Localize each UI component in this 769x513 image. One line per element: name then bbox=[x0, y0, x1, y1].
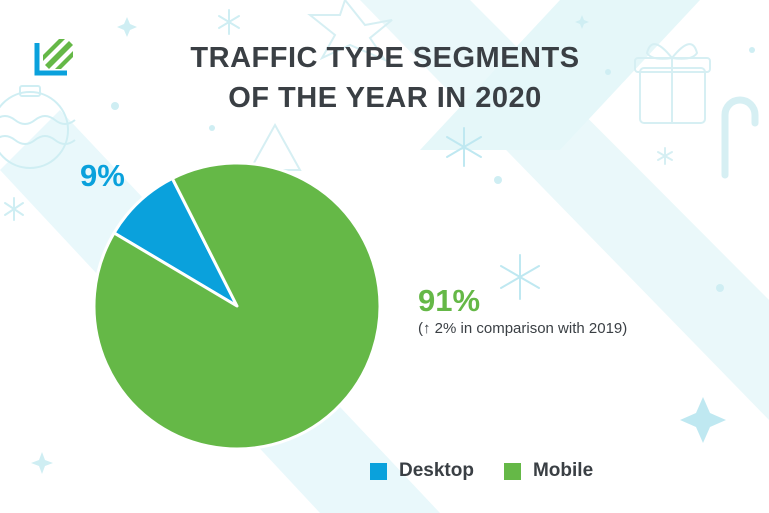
pie-slice-mobile bbox=[92, 161, 382, 451]
brand-logo bbox=[34, 39, 73, 76]
snowflake-icon bbox=[657, 147, 673, 165]
snowflake-icon bbox=[446, 127, 482, 167]
snowflake-icon bbox=[500, 254, 540, 300]
legend-label-mobile: Mobile bbox=[532, 460, 594, 481]
sparkle-icon bbox=[117, 17, 137, 37]
sparkle-icon bbox=[575, 15, 589, 29]
snow-dot bbox=[209, 125, 215, 131]
desktop-percent-label: 9% bbox=[80, 158, 125, 193]
title-line-2: OF THE YEAR IN 2020 bbox=[228, 82, 542, 114]
ornament-icon bbox=[0, 85, 76, 169]
gift-icon bbox=[634, 43, 711, 124]
chart-title: TRAFFIC TYPE SEGMENTS OF THE YEAR IN 202… bbox=[150, 38, 620, 118]
legend-label-desktop: Desktop bbox=[399, 460, 474, 481]
legend-item-mobile: Mobile bbox=[503, 460, 594, 482]
sparkle-icon bbox=[31, 452, 53, 474]
snowflake-icon bbox=[218, 9, 240, 35]
title-line-1: TRAFFIC TYPE SEGMENTS bbox=[190, 42, 580, 74]
diagonal-band bbox=[420, 0, 700, 150]
pie-slice-desktop bbox=[112, 176, 239, 308]
snow-dot bbox=[494, 176, 502, 184]
legend-item-desktop: Desktop bbox=[370, 460, 474, 482]
snowflake-icon bbox=[4, 197, 24, 221]
star-icon bbox=[307, 0, 393, 63]
mobile-percent-label: 91% bbox=[418, 283, 481, 318]
snow-dot bbox=[111, 102, 119, 110]
comparison-note: (↑ 2% in comparison with 2019) bbox=[418, 320, 628, 337]
chart-legend: Desktop Mobile bbox=[370, 460, 623, 482]
snow-dot bbox=[605, 69, 611, 75]
mobile-swatch bbox=[503, 462, 521, 480]
desktop-swatch bbox=[370, 462, 387, 480]
sparkle-icon bbox=[680, 397, 726, 443]
candy-cane-icon bbox=[721, 96, 759, 179]
snow-dot bbox=[716, 284, 724, 292]
snow-dot bbox=[749, 47, 755, 53]
